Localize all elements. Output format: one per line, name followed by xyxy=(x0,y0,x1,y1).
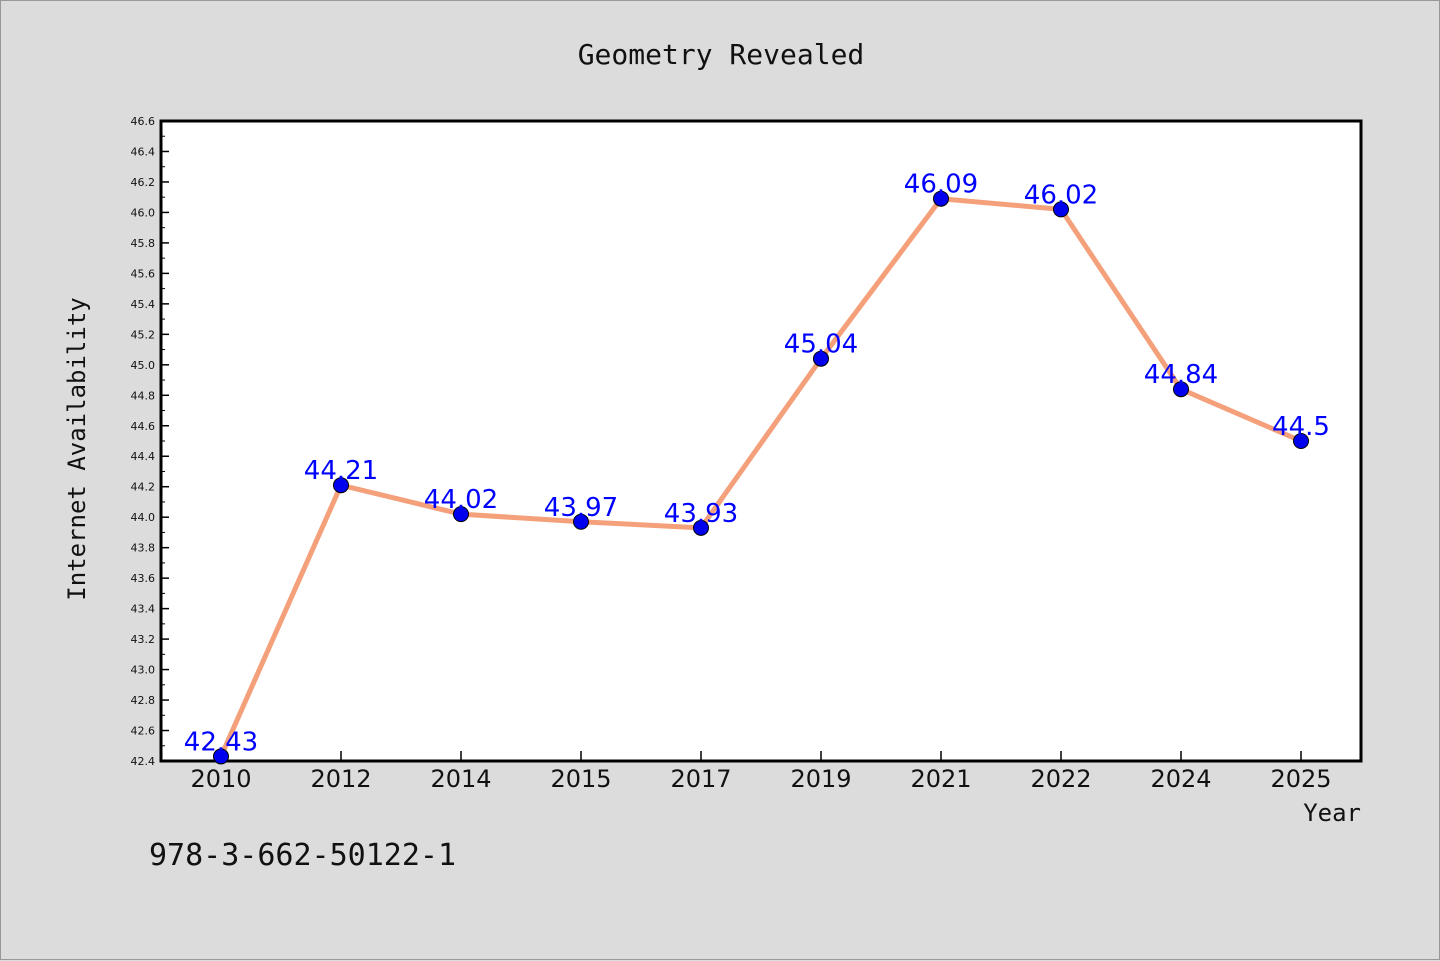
x-tick-label: 2019 xyxy=(790,765,851,793)
x-tick-label: 2017 xyxy=(670,765,731,793)
series-markers xyxy=(213,190,1309,765)
data-point xyxy=(1053,201,1069,218)
x-axis: 2010 2012 2014 2015 2017 2019 2021 2022 2024 2025 xyxy=(190,751,1332,793)
y-tick-label: 42.6 xyxy=(131,725,156,738)
y-tick-label: 44.0 xyxy=(131,511,156,524)
y-tick-label: 46.0 xyxy=(131,206,156,219)
y-tick-label: 45.6 xyxy=(131,267,156,280)
data-point xyxy=(333,477,349,494)
y-tick-label: 43.0 xyxy=(131,664,156,677)
x-tick-label: 2014 xyxy=(430,765,491,793)
y-axis-label: Internet Availability xyxy=(63,297,91,600)
y-tick-label: 46.2 xyxy=(131,176,156,189)
data-point xyxy=(693,519,709,536)
data-labels: 42.43 44.21 44.02 43.97 43.93 45.04 46.09 46.02… xyxy=(184,170,1330,758)
data-label: 44.21 xyxy=(304,456,378,486)
y-tick-label: 45.4 xyxy=(131,298,156,311)
y-tick-label: 44.6 xyxy=(131,420,156,433)
y-tick-label: 43.8 xyxy=(131,542,156,555)
x-tick-label: 2021 xyxy=(910,765,971,793)
y-tick-label: 42.4 xyxy=(131,755,156,768)
data-point xyxy=(453,506,469,523)
y-axis: 42.4 42.6 42.8 43.0 43.2 43.4 43.6 43.8 44.0 44.2… xyxy=(131,115,169,768)
series-line xyxy=(218,196,1302,758)
data-label: 46.09 xyxy=(904,170,978,200)
data-label: 43.97 xyxy=(544,493,618,523)
data-point xyxy=(1293,433,1309,449)
y-tick-label: 45.8 xyxy=(131,237,156,250)
data-label: 46.02 xyxy=(1024,180,1098,210)
data-label: 42.43 xyxy=(184,727,258,757)
data-point xyxy=(933,190,949,207)
y-tick-label: 46.4 xyxy=(131,145,156,158)
y-tick-label: 43.4 xyxy=(131,603,156,616)
data-label: 44.84 xyxy=(1144,360,1218,390)
data-point xyxy=(1173,381,1189,398)
y-tick-label: 44.2 xyxy=(131,481,156,494)
x-tick-label: 2024 xyxy=(1150,765,1211,793)
data-point xyxy=(213,748,229,765)
y-tick-label: 46.6 xyxy=(131,115,156,128)
x-tick-label: 2022 xyxy=(1030,765,1091,793)
chart-title: Geometry Revealed xyxy=(578,38,865,71)
data-label: 44.5 xyxy=(1272,412,1330,442)
x-tick-label: 2025 xyxy=(1270,765,1331,793)
x-tick-label: 2010 xyxy=(190,765,251,793)
isbn-text: 978-3-662-50122-1 xyxy=(149,838,456,873)
y-tick-label: 44.8 xyxy=(131,389,156,402)
y-tick-label: 44.4 xyxy=(131,450,156,463)
y-tick-label: 45.2 xyxy=(131,328,156,341)
x-axis-label: Year xyxy=(1303,799,1361,827)
y-tick-label: 43.2 xyxy=(131,633,156,646)
x-tick-label: 2015 xyxy=(550,765,611,793)
x-tick-label: 2012 xyxy=(310,765,371,793)
data-point xyxy=(573,513,589,530)
y-tick-label: 42.8 xyxy=(131,694,156,707)
data-label: 44.02 xyxy=(424,485,498,515)
data-label: 43.93 xyxy=(664,499,738,529)
y-tick-label: 45.0 xyxy=(131,359,156,372)
data-label: 45.04 xyxy=(784,330,858,360)
data-point xyxy=(813,350,829,367)
y-tick-label: 43.6 xyxy=(131,572,156,585)
